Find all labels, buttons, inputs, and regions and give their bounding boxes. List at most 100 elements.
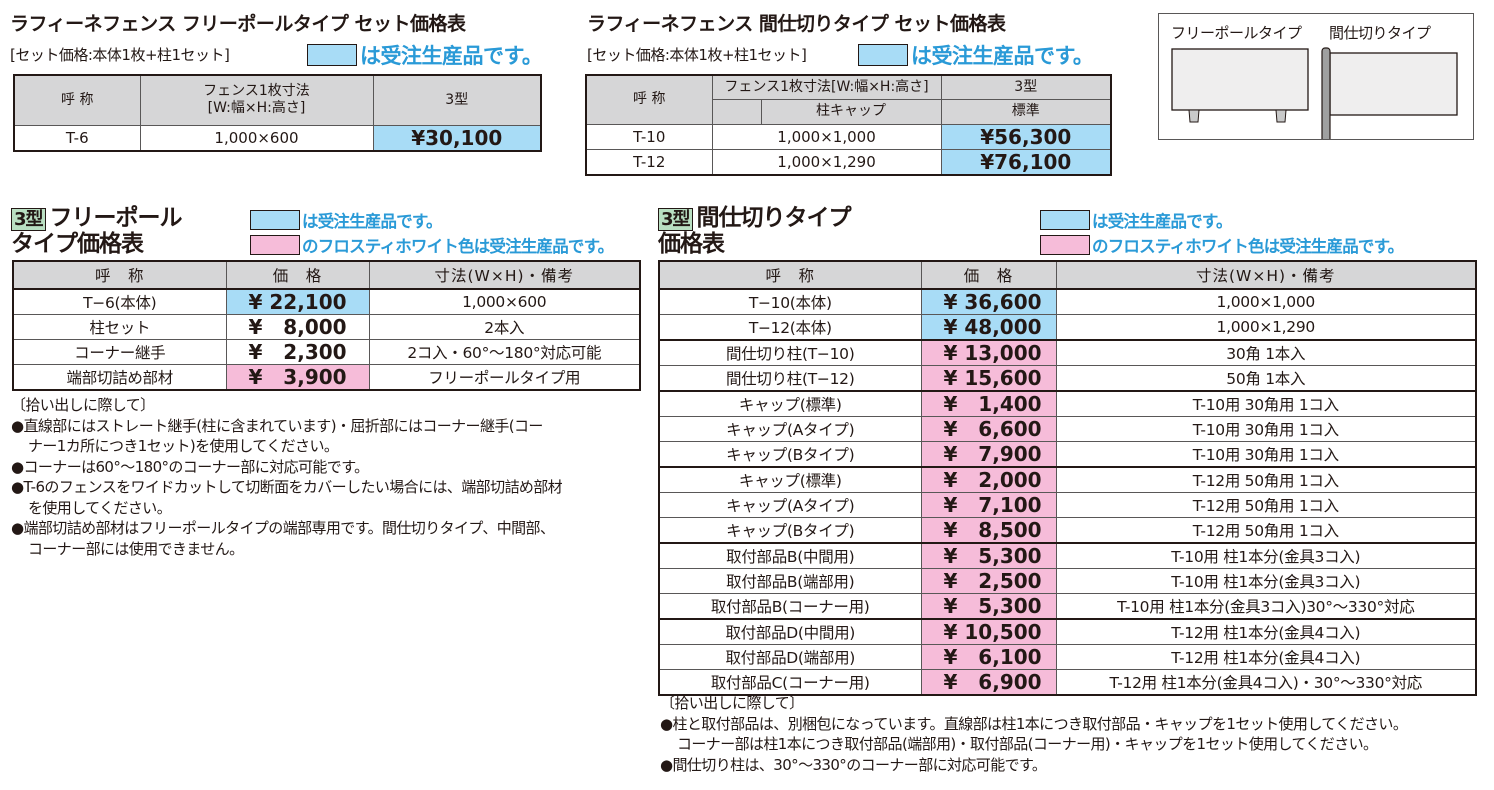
row-note: 2コ入・60°〜180°対応可能 — [368, 339, 641, 365]
note-line: ●間仕切り柱は、30°〜330°のコーナー部に対応可能です。 — [660, 755, 1047, 774]
header-size: フェンス1枚寸法 [W:幅×H:高さ] — [139, 74, 374, 126]
table-row: T-10 1,000×1,000 ¥56,300 — [585, 123, 1112, 150]
table-row: T−10(本体) ¥ 36,600 1,000×1,000 — [658, 288, 1477, 315]
row-price: ¥76,100 — [940, 148, 1112, 175]
row-price: ¥ 7,900 — [920, 441, 1057, 468]
row-note: T-10用 柱1本分(金具3コ入)30°〜330°対応 — [1055, 593, 1477, 620]
diagram-label-partition: 間仕切りタイプ — [1329, 24, 1431, 42]
header-note: 寸法(W×H)・備考 — [1055, 260, 1477, 290]
header-note: 寸法(W×H)・備考 — [368, 260, 641, 290]
legend-text: は受注生産品です。 — [911, 44, 1094, 68]
legend-swatch-blue — [858, 44, 908, 66]
table-row: 取付部品B(中間用) ¥ 5,300 T-10用 柱1本分(金具3コ入) — [658, 542, 1477, 569]
table-row: 端部切詰め部材 ¥ 3,900 フリーポールタイプ用 — [12, 364, 641, 391]
title-line1: 間仕切りタイプ — [696, 205, 852, 231]
note-line: ●コーナーは60°〜180°のコーナー部に対応可能です。 — [11, 457, 369, 476]
row-note: T-10用 柱1本分(金具3コ入) — [1055, 542, 1477, 569]
partition-notes: 〔拾い出しに際して〕 ●柱と取付部品は、別梱包になっています。直線部は柱1本につ… — [660, 693, 1494, 775]
row-price: ¥ 3,900 — [225, 364, 370, 391]
row-price: ¥ 22,100 — [225, 288, 370, 315]
row-note: 50角 1本入 — [1055, 365, 1477, 392]
title-line2: 価格表 — [658, 231, 725, 257]
row-price: ¥ 6,100 — [920, 644, 1057, 670]
row-name: 端部切詰め部材 — [12, 364, 227, 391]
row-note: T-12用 柱1本分(金具4コ入) — [1055, 644, 1477, 670]
table-row: キャップ(標準) ¥ 2,000 T-12用 50角用 1コ入 — [658, 466, 1477, 493]
header-size-line2: [W:幅×H:高さ] — [207, 100, 306, 117]
row-note: 1,000×1,290 — [1055, 314, 1477, 341]
header-size: フェンス1枚寸法[W:幅×H:高さ] — [711, 74, 942, 100]
row-note: T-12用 50角用 1コ入 — [1055, 517, 1477, 544]
row-name: キャップ(Bタイプ) — [658, 441, 922, 468]
row-name: 取付部品D(中間用) — [658, 618, 922, 645]
row-name: 取付部品C(コーナー用) — [658, 669, 922, 696]
table-row: 取付部品C(コーナー用) ¥ 6,900 T-12用 柱1本分(金具4コ入)・30°… — [658, 669, 1477, 696]
table-row: 取付部品D(中間用) ¥ 10,500 T-12用 柱1本分(金具4コ入) — [658, 618, 1477, 645]
table-row: キャップ(標準) ¥ 1,400 T-10用 30角用 1コ入 — [658, 390, 1477, 417]
legend-text: は受注生産品です。 — [1092, 212, 1232, 231]
note-line: ●T-6のフェンスをワイドカットして切断面をカバーしたい場合には、端部切詰め部材 — [11, 478, 563, 496]
table-row: キャップ(Aタイプ) ¥ 7,100 T-12用 50角用 1コ入 — [658, 492, 1477, 518]
row-note: 1,000×600 — [368, 288, 641, 315]
diagram-label-free-pole: フリーポールタイプ — [1171, 24, 1302, 42]
fence-diagram-icon — [1171, 47, 1458, 139]
note-line: ●柱と取付部品は、別梱包になっています。直線部は柱1本につき取付部品・キャップを… — [660, 714, 1408, 733]
free-pole-notes: 〔拾い出しに際して〕 ●直線部にはストレート継手(柱に含まれています)・屈折部に… — [11, 395, 641, 559]
row-size: 1,000×1,000 — [711, 123, 942, 150]
header-price: 価 格 — [920, 260, 1057, 290]
row-price: ¥ 2,500 — [920, 568, 1057, 594]
title-line1: フリーポール — [49, 205, 183, 231]
row-size: 1,000×1,290 — [711, 148, 942, 175]
row-name: 取付部品D(端部用) — [658, 644, 922, 670]
row-name: 取付部品B(コーナー用) — [658, 593, 922, 620]
header-type: 3型 — [940, 74, 1112, 100]
type-badge: 3型 — [11, 208, 46, 231]
row-price: ¥ 6,900 — [920, 669, 1057, 696]
fence-type-diagram: フリーポールタイプ 間仕切りタイプ — [1158, 13, 1474, 140]
table-row: 取付部品B(端部用) ¥ 2,500 T-10用 柱1本分(金具3コ入) — [658, 568, 1477, 594]
row-name: 間仕切り柱(T−12) — [658, 365, 922, 392]
partition-legend-blue: は受注生産品です。 — [1040, 208, 1232, 232]
row-name: T−6(本体) — [12, 288, 227, 315]
row-price: ¥ 36,600 — [920, 288, 1057, 315]
row-price: ¥ 8,000 — [225, 314, 370, 340]
legend-text: のフロスティホワイト色は受注生産品です。 — [302, 237, 614, 256]
free-pole-set-title: ラフィーネフェンス フリーポールタイプ セット価格表 — [10, 13, 466, 35]
row-price: ¥ 1,400 — [920, 390, 1057, 417]
notes-heading: 〔拾い出しに際して〕 — [11, 396, 155, 414]
free-pole-price-table: 呼 称 価 格 寸法(W×H)・備考 T−6(本体) ¥ 22,100 1,00… — [12, 260, 641, 391]
note-line: コーナー部は柱1本につき取付部品(端部用)・取付部品(コーナー用)・キャップを1… — [677, 735, 1378, 753]
note-line: ●直線部にはストレート継手(柱に含まれています)・屈折部にはコーナー継手(コー — [11, 416, 543, 435]
header-name: 呼 称 — [658, 260, 922, 290]
table-row: キャップ(Bタイプ) ¥ 8,500 T-12用 50角用 1コ入 — [658, 517, 1477, 544]
row-price: ¥ 5,300 — [920, 593, 1057, 620]
header-cap: 柱キャップ — [760, 98, 942, 125]
note-line: を使用してください。 — [28, 498, 172, 517]
row-name: T-12 — [585, 148, 713, 175]
header-size-line1: フェンス1枚寸法 — [203, 83, 310, 100]
free-pole-legend-pink: のフロスティホワイト色は受注生産品です。 — [250, 233, 614, 257]
table-row: 柱セット ¥ 8,000 2本入 — [12, 314, 641, 340]
notes-heading: 〔拾い出しに際して〕 — [660, 694, 804, 712]
free-pole-section-title: 3型 フリーポール タイプ価格表 — [11, 205, 183, 257]
note-line: コーナー部には使用できません。 — [28, 539, 244, 558]
row-name: T−12(本体) — [658, 314, 922, 341]
row-size: 1,000×600 — [139, 124, 374, 151]
header-standard: 標準 — [940, 98, 1112, 125]
row-note: 2本入 — [368, 314, 641, 340]
legend-text: は受注生産品です。 — [360, 44, 543, 68]
row-note: T-12用 50角用 1コ入 — [1055, 466, 1477, 493]
row-name: キャップ(Bタイプ) — [658, 517, 922, 544]
row-name: キャップ(標準) — [658, 466, 922, 493]
row-name: 柱セット — [12, 314, 227, 340]
table-row: 取付部品D(端部用) ¥ 6,100 T-12用 柱1本分(金具4コ入) — [658, 644, 1477, 670]
table-row: T-6 1,000×600 ¥30,100 — [13, 124, 542, 151]
legend-text: のフロスティホワイト色は受注生産品です。 — [1092, 237, 1404, 256]
row-price: ¥ 13,000 — [920, 339, 1057, 366]
partition-set-title: ラフィーネフェンス 間仕切りタイプ セット価格表 — [587, 13, 1006, 35]
table-row: T−12(本体) ¥ 48,000 1,000×1,290 — [658, 314, 1477, 341]
row-name: キャップ(Aタイプ) — [658, 492, 922, 518]
row-name: コーナー継手 — [12, 339, 227, 365]
row-name: 間仕切り柱(T−10) — [658, 339, 922, 366]
header-name: 呼 称 — [12, 260, 227, 290]
